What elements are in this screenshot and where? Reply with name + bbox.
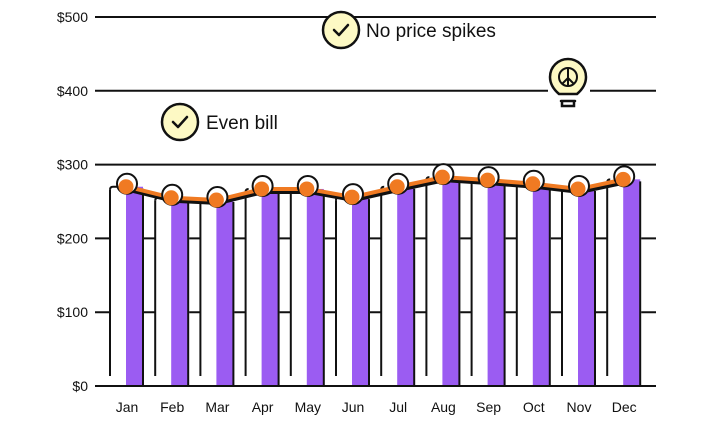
bulb-base bbox=[559, 99, 577, 108]
data-point bbox=[570, 181, 586, 197]
bar bbox=[306, 188, 324, 386]
check-icon bbox=[171, 115, 189, 129]
check-circle-icon bbox=[321, 10, 361, 50]
data-point bbox=[254, 181, 270, 197]
bar bbox=[171, 197, 189, 386]
x-tick-label: May bbox=[295, 399, 321, 415]
x-tick-label: Oct bbox=[523, 399, 545, 415]
bar bbox=[578, 188, 595, 386]
check-circle-icon bbox=[160, 102, 200, 142]
check-icon bbox=[332, 23, 350, 37]
x-tick-label: Dec bbox=[612, 399, 637, 415]
bar bbox=[532, 183, 550, 386]
bar bbox=[126, 186, 143, 386]
data-point bbox=[615, 171, 631, 187]
annotation-label: No price spikes bbox=[366, 21, 496, 42]
bar-outline bbox=[109, 185, 123, 190]
bar bbox=[261, 188, 279, 386]
annotation-label: Even bill bbox=[206, 113, 278, 134]
y-tick-label: $500 bbox=[57, 9, 88, 25]
data-point bbox=[389, 179, 405, 195]
x-tick-label: Jul bbox=[389, 399, 407, 415]
y-tick-label: $300 bbox=[57, 157, 88, 173]
x-tick-label: Sep bbox=[476, 399, 501, 415]
data-point bbox=[480, 172, 496, 188]
data-point bbox=[163, 190, 179, 206]
y-tick-label: $400 bbox=[57, 83, 88, 99]
data-point bbox=[434, 169, 450, 185]
x-tick-label: Aug bbox=[431, 399, 456, 415]
peace-sign bbox=[561, 68, 575, 86]
data-point bbox=[525, 176, 541, 192]
bar bbox=[352, 197, 369, 386]
bar bbox=[442, 177, 460, 386]
bar bbox=[216, 200, 234, 386]
x-tick-label: Nov bbox=[567, 399, 592, 415]
x-tick-label: Jan bbox=[116, 399, 139, 415]
bar bbox=[397, 186, 415, 386]
x-tick-label: Jun bbox=[342, 399, 365, 415]
y-tick-label: $0 bbox=[72, 378, 88, 394]
bar bbox=[487, 180, 505, 386]
bar bbox=[623, 179, 641, 386]
lightbulb-peace-icon bbox=[548, 57, 590, 108]
y-tick-label: $200 bbox=[57, 230, 88, 246]
x-tick-label: Feb bbox=[160, 399, 184, 415]
annotation: No price spikes bbox=[321, 10, 496, 50]
x-tick-label: Apr bbox=[252, 399, 274, 415]
data-point bbox=[118, 179, 134, 195]
x-tick-label: Mar bbox=[205, 399, 229, 415]
annotation: Even bill bbox=[160, 102, 278, 142]
data-point bbox=[344, 189, 360, 205]
data-point bbox=[299, 181, 315, 197]
y-tick-label: $100 bbox=[57, 304, 88, 320]
data-point bbox=[208, 192, 224, 208]
